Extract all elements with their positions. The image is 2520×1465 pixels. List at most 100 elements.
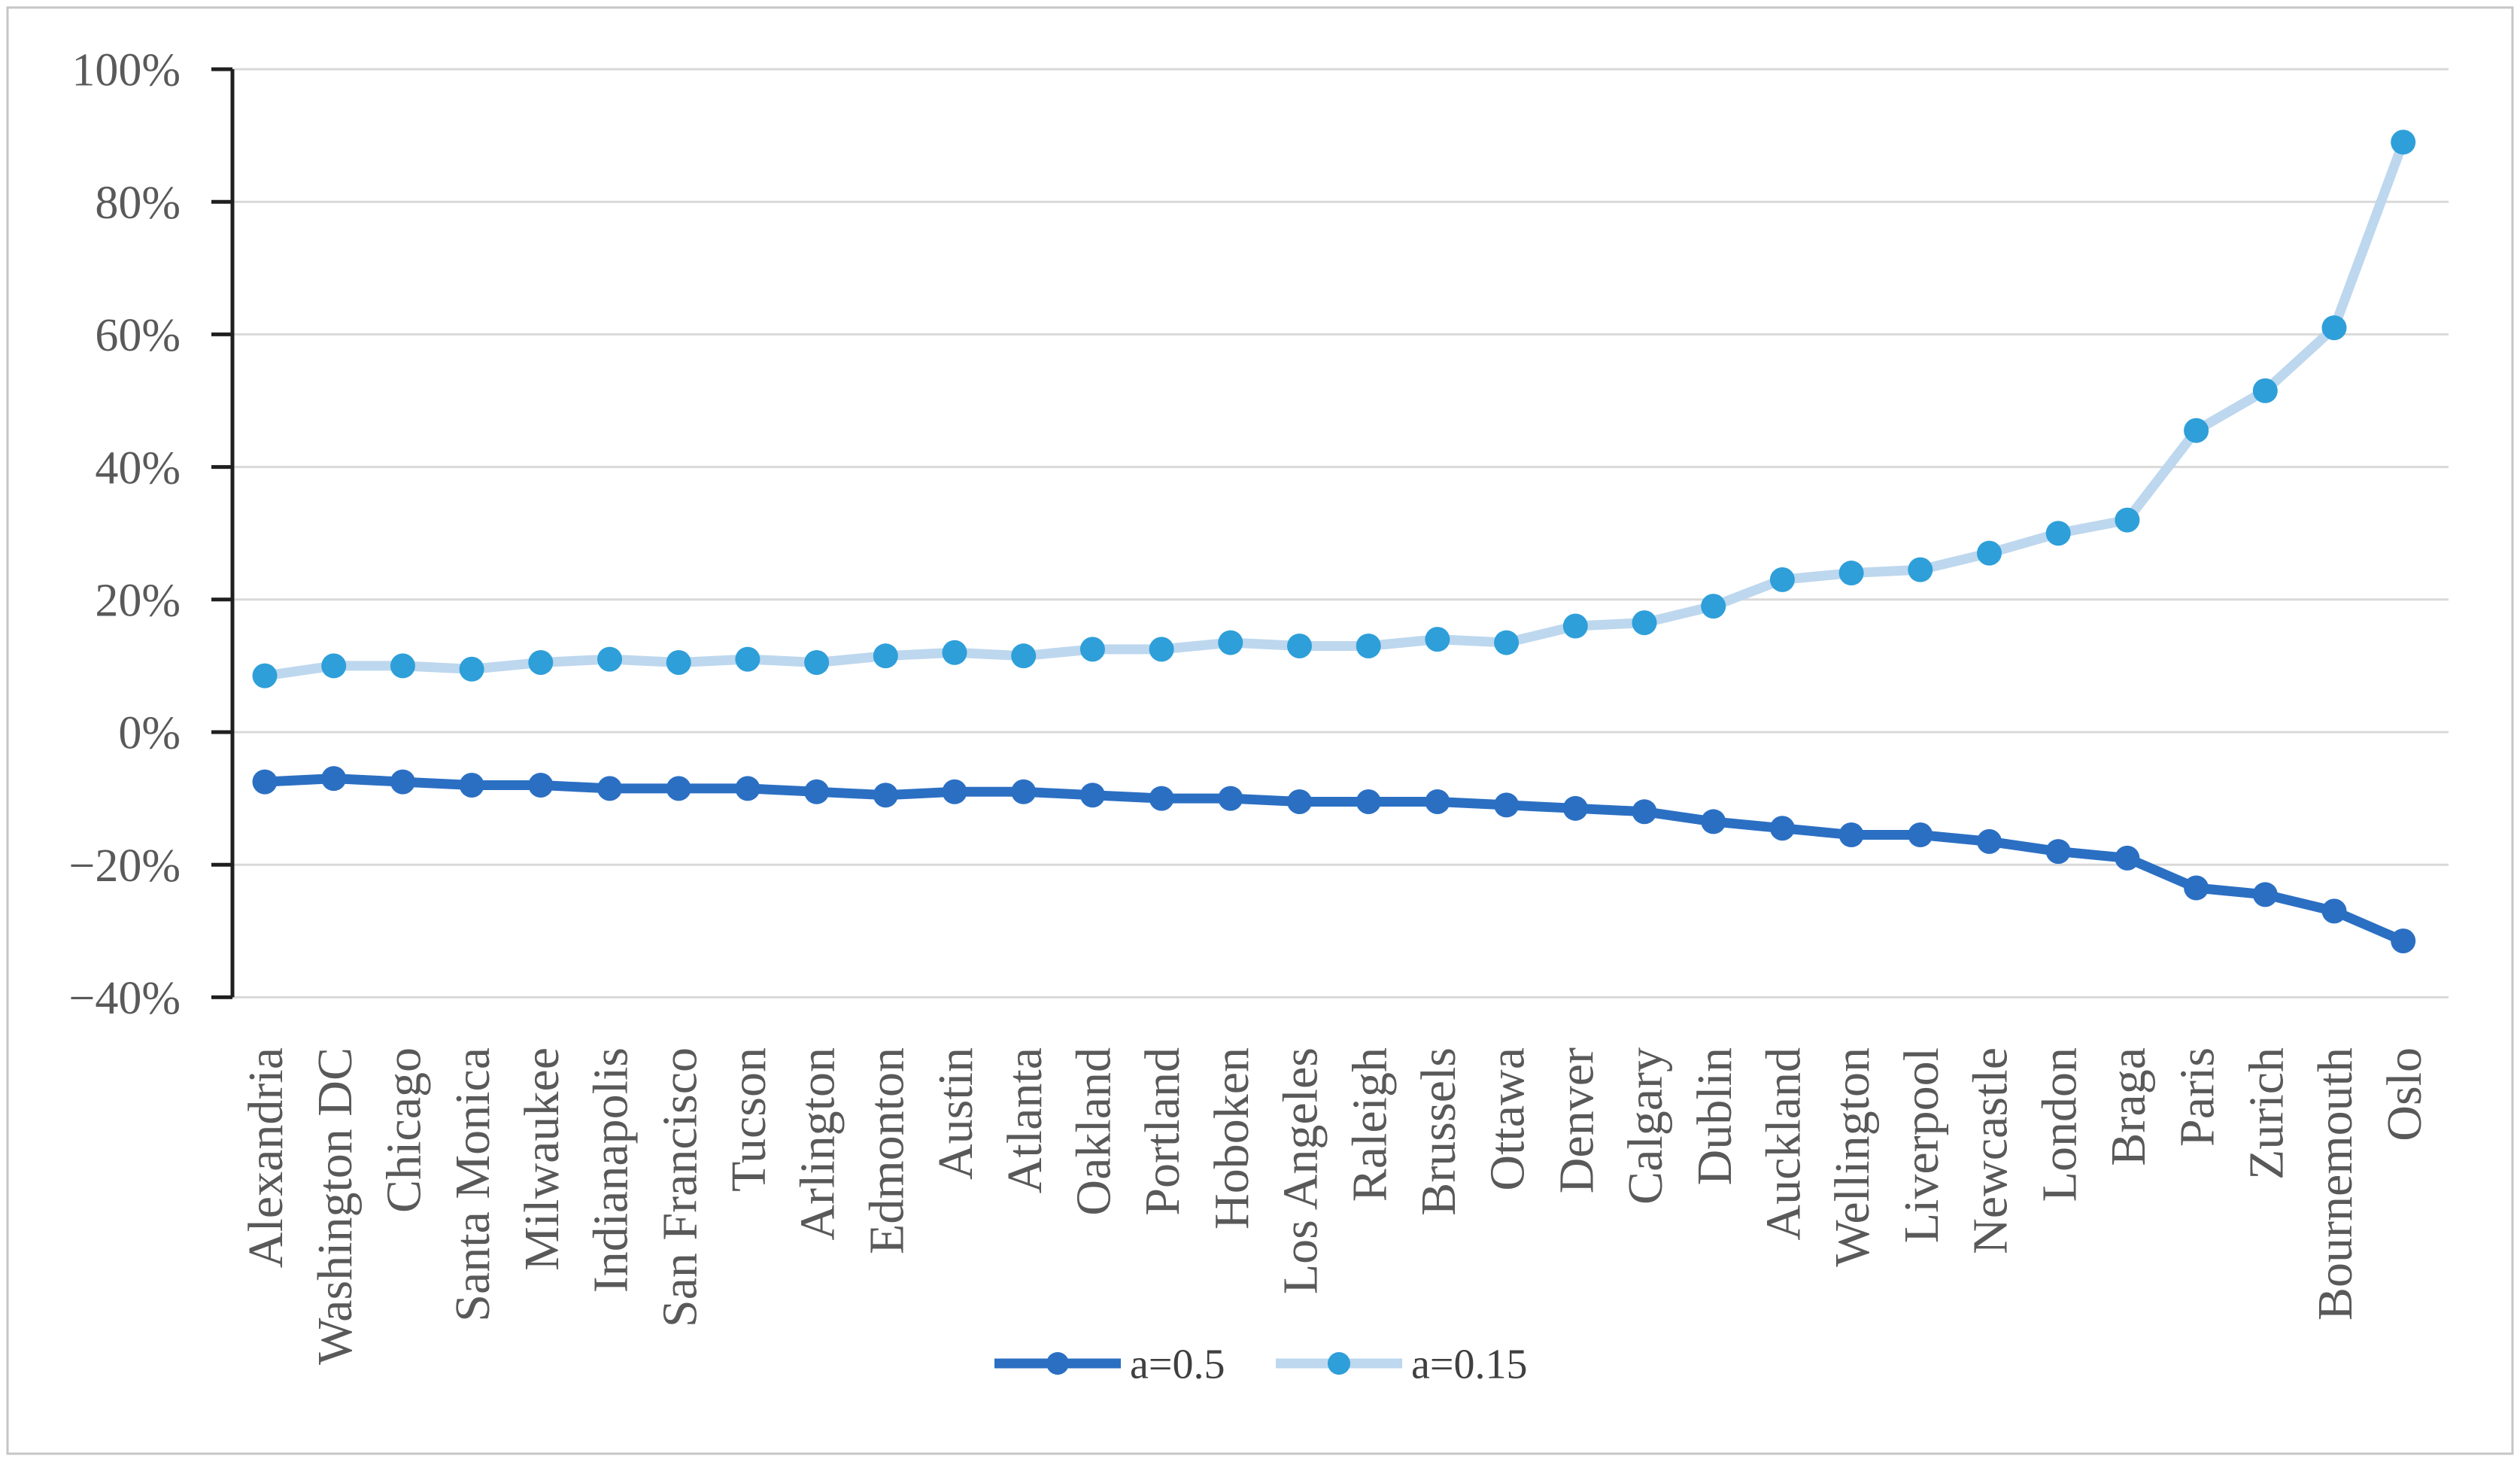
y-tick-label: −40% [68, 973, 181, 1024]
data-point-a=0.5 [1425, 789, 1450, 815]
data-point-a=0.5 [1908, 822, 1933, 848]
data-point-a=0.5 [459, 772, 484, 798]
data-point-a=0.15 [1287, 633, 1312, 658]
x-category-label: Indianapolis [584, 1047, 639, 1293]
data-point-a=0.5 [1838, 822, 1864, 848]
data-point-a=0.5 [1977, 828, 2002, 854]
data-point-a=0.15 [873, 643, 898, 669]
data-point-a=0.15 [459, 656, 484, 682]
x-category-label: Braga [2101, 1047, 2156, 1166]
data-point-a=0.15 [597, 646, 622, 672]
data-point-a=0.5 [942, 779, 967, 804]
data-point-a=0.15 [1218, 630, 1243, 655]
data-point-a=0.5 [597, 776, 622, 801]
data-point-a=0.15 [1632, 610, 1657, 636]
x-category-label: Oslo [2377, 1047, 2432, 1141]
data-point-a=0.5 [804, 779, 830, 804]
data-point-a=0.5 [2252, 882, 2278, 907]
x-category-label: Raleigh [1342, 1047, 1397, 1202]
data-point-a=0.5 [666, 776, 691, 801]
data-point-a=0.15 [1908, 557, 1933, 582]
data-point-a=0.5 [1079, 783, 1105, 808]
data-point-a=0.15 [1425, 627, 1450, 652]
data-point-a=0.15 [804, 649, 830, 675]
legend-label: a=0.5 [1130, 1342, 1225, 1388]
x-category-label: Liverpool [1894, 1047, 1949, 1243]
y-tick-label: 80% [95, 178, 181, 229]
x-category-label: Washington DC [308, 1047, 363, 1365]
x-category-label: Austin [928, 1047, 983, 1180]
data-point-a=0.5 [1769, 816, 1795, 841]
x-category-label: Ottawa [1480, 1047, 1535, 1191]
data-point-a=0.15 [390, 653, 415, 679]
data-point-a=0.15 [666, 649, 691, 675]
x-category-label: Chicago [377, 1047, 432, 1213]
x-category-label: Edmonton [859, 1047, 914, 1254]
x-category-label: Bournemouth [2308, 1047, 2363, 1321]
data-point-a=0.5 [1632, 799, 1657, 825]
x-category-label: Wellington [1825, 1047, 1880, 1267]
data-point-a=0.15 [1701, 594, 1726, 619]
data-point-a=0.5 [2045, 839, 2071, 865]
y-tick-label: 0% [118, 708, 181, 759]
data-point-a=0.5 [2391, 929, 2416, 954]
y-tick-label: −20% [68, 840, 181, 892]
data-point-a=0.15 [2391, 129, 2416, 155]
x-category-label: Tucson [721, 1047, 776, 1192]
data-point-a=0.5 [2321, 898, 2347, 924]
data-point-a=0.5 [1149, 786, 1174, 811]
x-category-label: Newcastle [1963, 1047, 2018, 1254]
x-category-label: Hoboken [1204, 1047, 1259, 1229]
data-point-a=0.5 [873, 783, 898, 808]
data-point-a=0.15 [1562, 613, 1588, 639]
data-point-a=0.15 [1977, 540, 2002, 566]
data-point-a=0.5 [252, 769, 278, 795]
data-point-a=0.5 [321, 766, 347, 792]
x-category-label: London [2032, 1047, 2087, 1202]
data-point-a=0.15 [1149, 637, 1174, 662]
data-point-a=0.5 [1701, 809, 1726, 834]
data-point-a=0.5 [1287, 789, 1312, 815]
x-category-label: Calgary [1618, 1047, 1673, 1205]
x-category-label: Alexandria [238, 1047, 293, 1268]
data-point-a=0.15 [1494, 630, 1520, 655]
data-point-a=0.15 [942, 640, 967, 665]
data-point-a=0.15 [2252, 378, 2278, 403]
x-category-label: Zurich [2239, 1047, 2294, 1180]
data-point-a=0.5 [735, 776, 761, 801]
data-point-a=0.5 [390, 769, 415, 795]
data-point-a=0.15 [1011, 643, 1037, 669]
data-point-a=0.15 [1838, 561, 1864, 586]
data-point-a=0.5 [528, 772, 554, 798]
x-category-label: Paris [2170, 1047, 2225, 1147]
x-category-label: Atlanta [997, 1047, 1052, 1193]
data-point-a=0.15 [1769, 567, 1795, 592]
x-category-label: Arlington [791, 1047, 846, 1241]
y-tick-label: 20% [95, 576, 181, 627]
data-point-a=0.15 [2184, 418, 2209, 443]
data-point-a=0.15 [1079, 637, 1105, 662]
data-point-a=0.15 [2045, 521, 2071, 546]
y-tick-label: 100% [71, 45, 181, 96]
data-point-a=0.15 [735, 646, 761, 672]
x-category-label: Auckland [1756, 1047, 1811, 1241]
x-category-label: San Francisco [652, 1047, 707, 1327]
y-tick-label: 60% [95, 310, 181, 361]
data-point-a=0.15 [2115, 507, 2140, 533]
x-category-label: Dublin [1687, 1047, 1742, 1185]
x-category-label: Los Angeles [1274, 1047, 1328, 1294]
x-category-label: Santa Monica [445, 1047, 500, 1322]
data-point-a=0.5 [1562, 795, 1588, 821]
x-category-label: Brussels [1411, 1047, 1466, 1216]
data-point-a=0.5 [2115, 845, 2140, 871]
data-point-a=0.5 [1494, 792, 1520, 818]
data-point-a=0.15 [2321, 315, 2347, 341]
data-point-a=0.5 [1218, 786, 1243, 811]
y-tick-label: 40% [95, 442, 181, 494]
data-point-a=0.15 [252, 663, 278, 688]
legend-marker [1328, 1352, 1350, 1375]
x-category-label: Denver [1549, 1047, 1604, 1193]
legend-label: a=0.15 [1411, 1342, 1527, 1388]
data-point-a=0.5 [1011, 779, 1037, 804]
